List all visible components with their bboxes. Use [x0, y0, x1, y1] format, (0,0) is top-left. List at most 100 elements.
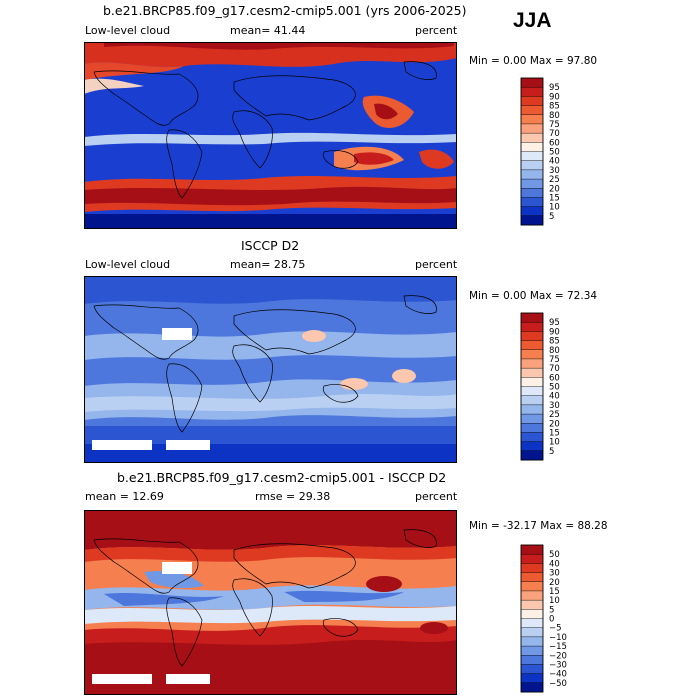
colorbar-swatch: [520, 682, 544, 693]
colorbar-frame: [520, 77, 544, 226]
colorbar-swatch: [520, 160, 544, 171]
colorbar-swatch: [520, 178, 544, 189]
colorbar-tick-label: 70: [549, 129, 560, 139]
colorbar-swatch: [520, 664, 544, 675]
colorbar-swatch: [520, 321, 544, 332]
colorbar-swatch: [520, 151, 544, 162]
colorbar-swatch: [520, 636, 544, 647]
colorbar-tick-label: 95: [549, 318, 560, 328]
colorbar-tick-label: 20: [549, 578, 560, 588]
panel-1-left-label: Low-level cloud: [85, 24, 171, 37]
colorbar-swatch: [520, 105, 544, 116]
colorbar-swatch: [520, 96, 544, 106]
colorbar-tick-label: 75: [549, 120, 560, 130]
colorbar-swatch: [520, 358, 544, 369]
colorbar-swatch: [520, 395, 544, 406]
colorbar-swatch: [520, 423, 544, 433]
colorbar-tick-label: −15: [549, 642, 567, 652]
colorbar-swatch: [520, 544, 544, 555]
colorbar-tick-label: 10: [549, 596, 560, 606]
colorbar-swatch: [520, 618, 544, 629]
colorbar-swatch: [520, 673, 544, 684]
colorbar-swatch: [520, 215, 544, 226]
panel-3-left-label: mean = 12.69: [85, 490, 164, 503]
season-label: JJA: [513, 9, 552, 32]
colorbar-tick-label: 20: [549, 419, 560, 429]
colorbar-swatch: [520, 312, 544, 323]
panel-2-title: ISCCP D2: [241, 238, 300, 253]
colorbar-swatch: [520, 572, 544, 583]
colorbar-tick-label: 95: [549, 83, 560, 93]
panel-1-center-label: mean= 41.44: [230, 24, 306, 37]
colorbar-tick-label: 50: [549, 148, 560, 158]
panel-2-map: [84, 276, 457, 463]
colorbar-tick-label: 15: [549, 193, 560, 203]
colorbar-tick-label: 60: [549, 373, 560, 383]
colorbar-tick-label: 80: [549, 346, 560, 356]
colorbar-tick-label: 90: [549, 92, 560, 102]
colorbar-swatch: [520, 86, 544, 97]
colorbar-tick-label: 25: [549, 175, 560, 185]
panel-2-center-label: mean= 28.75: [230, 258, 306, 271]
colorbar-swatch: [520, 590, 544, 601]
colorbar-tick-label: 60: [549, 138, 560, 148]
colorbar-swatch: [520, 413, 544, 424]
colorbar-tick-label: −30: [549, 660, 567, 670]
panel-2-right-label: percent: [415, 258, 458, 271]
colorbar-tick-label: 80: [549, 111, 560, 121]
colorbar-swatch: [520, 142, 544, 152]
panel-1-map: [84, 42, 457, 229]
panel-1-title: b.e21.BRCP85.f09_g17.cesm2-cmip5.001 (yr…: [103, 3, 467, 18]
colorbar-tick-label: −40: [549, 670, 567, 680]
colorbar-tick-label: 30: [549, 401, 560, 411]
colorbar-tick-label: 75: [549, 355, 560, 365]
colorbar-swatch: [520, 123, 544, 134]
colorbar-swatch: [520, 377, 544, 387]
colorbar-swatch: [520, 609, 544, 619]
colorbar-tick-label: 25: [549, 410, 560, 420]
colorbar-swatch: [520, 132, 544, 143]
colorbar-swatch: [520, 563, 544, 573]
colorbar-swatch: [520, 188, 544, 198]
colorbar-frame: [520, 312, 544, 461]
colorbar-tick-label: 5: [549, 605, 554, 615]
colorbar-swatch: [520, 627, 544, 638]
colorbar-tick-label: 15: [549, 587, 560, 597]
panel-3-center-label: rmse = 29.38: [255, 490, 331, 503]
colorbar-tick-label: 50: [549, 383, 560, 393]
colorbar-frame: [520, 544, 544, 693]
panel-2-left-label: Low-level cloud: [85, 258, 171, 271]
map-frame: [84, 42, 457, 229]
colorbar-tick-label: 10: [549, 203, 560, 213]
colorbar-tick-label: 0: [549, 615, 554, 625]
colorbar-swatch: [520, 450, 544, 461]
colorbar-swatch: [520, 349, 544, 360]
colorbar-tick-label: 90: [549, 327, 560, 337]
colorbar-tick-label: 40: [549, 559, 560, 569]
colorbar-swatch: [520, 432, 544, 443]
panel-1-right-label: percent: [415, 24, 458, 37]
panel-3-title: b.e21.BRCP85.f09_g17.cesm2-cmip5.001 - I…: [117, 470, 447, 485]
colorbar-swatch: [520, 331, 544, 341]
panel-1-stats: Min = 0.00 Max = 97.80: [469, 55, 598, 67]
colorbar-tick-label: 10: [549, 438, 560, 448]
colorbar-tick-label: 85: [549, 337, 560, 347]
colorbar-tick-label: 15: [549, 428, 560, 438]
colorbar-swatch: [520, 367, 544, 378]
colorbar-tick-label: 70: [549, 364, 560, 374]
colorbar-swatch: [520, 114, 544, 125]
panel-3-stats: Min = -32.17 Max = 88.28: [469, 520, 608, 532]
colorbar-swatch: [520, 553, 544, 564]
map-frame: [84, 510, 457, 695]
colorbar-swatch: [520, 197, 544, 208]
colorbar-tick-label: 30: [549, 569, 560, 579]
colorbar-swatch: [520, 77, 544, 88]
colorbar-tick-label: −5: [549, 624, 562, 634]
colorbar-swatch: [520, 340, 544, 351]
colorbar-swatch: [520, 599, 544, 610]
colorbar-tick-label: 85: [549, 102, 560, 112]
colorbar-swatch: [520, 655, 544, 665]
map-frame: [84, 276, 457, 463]
